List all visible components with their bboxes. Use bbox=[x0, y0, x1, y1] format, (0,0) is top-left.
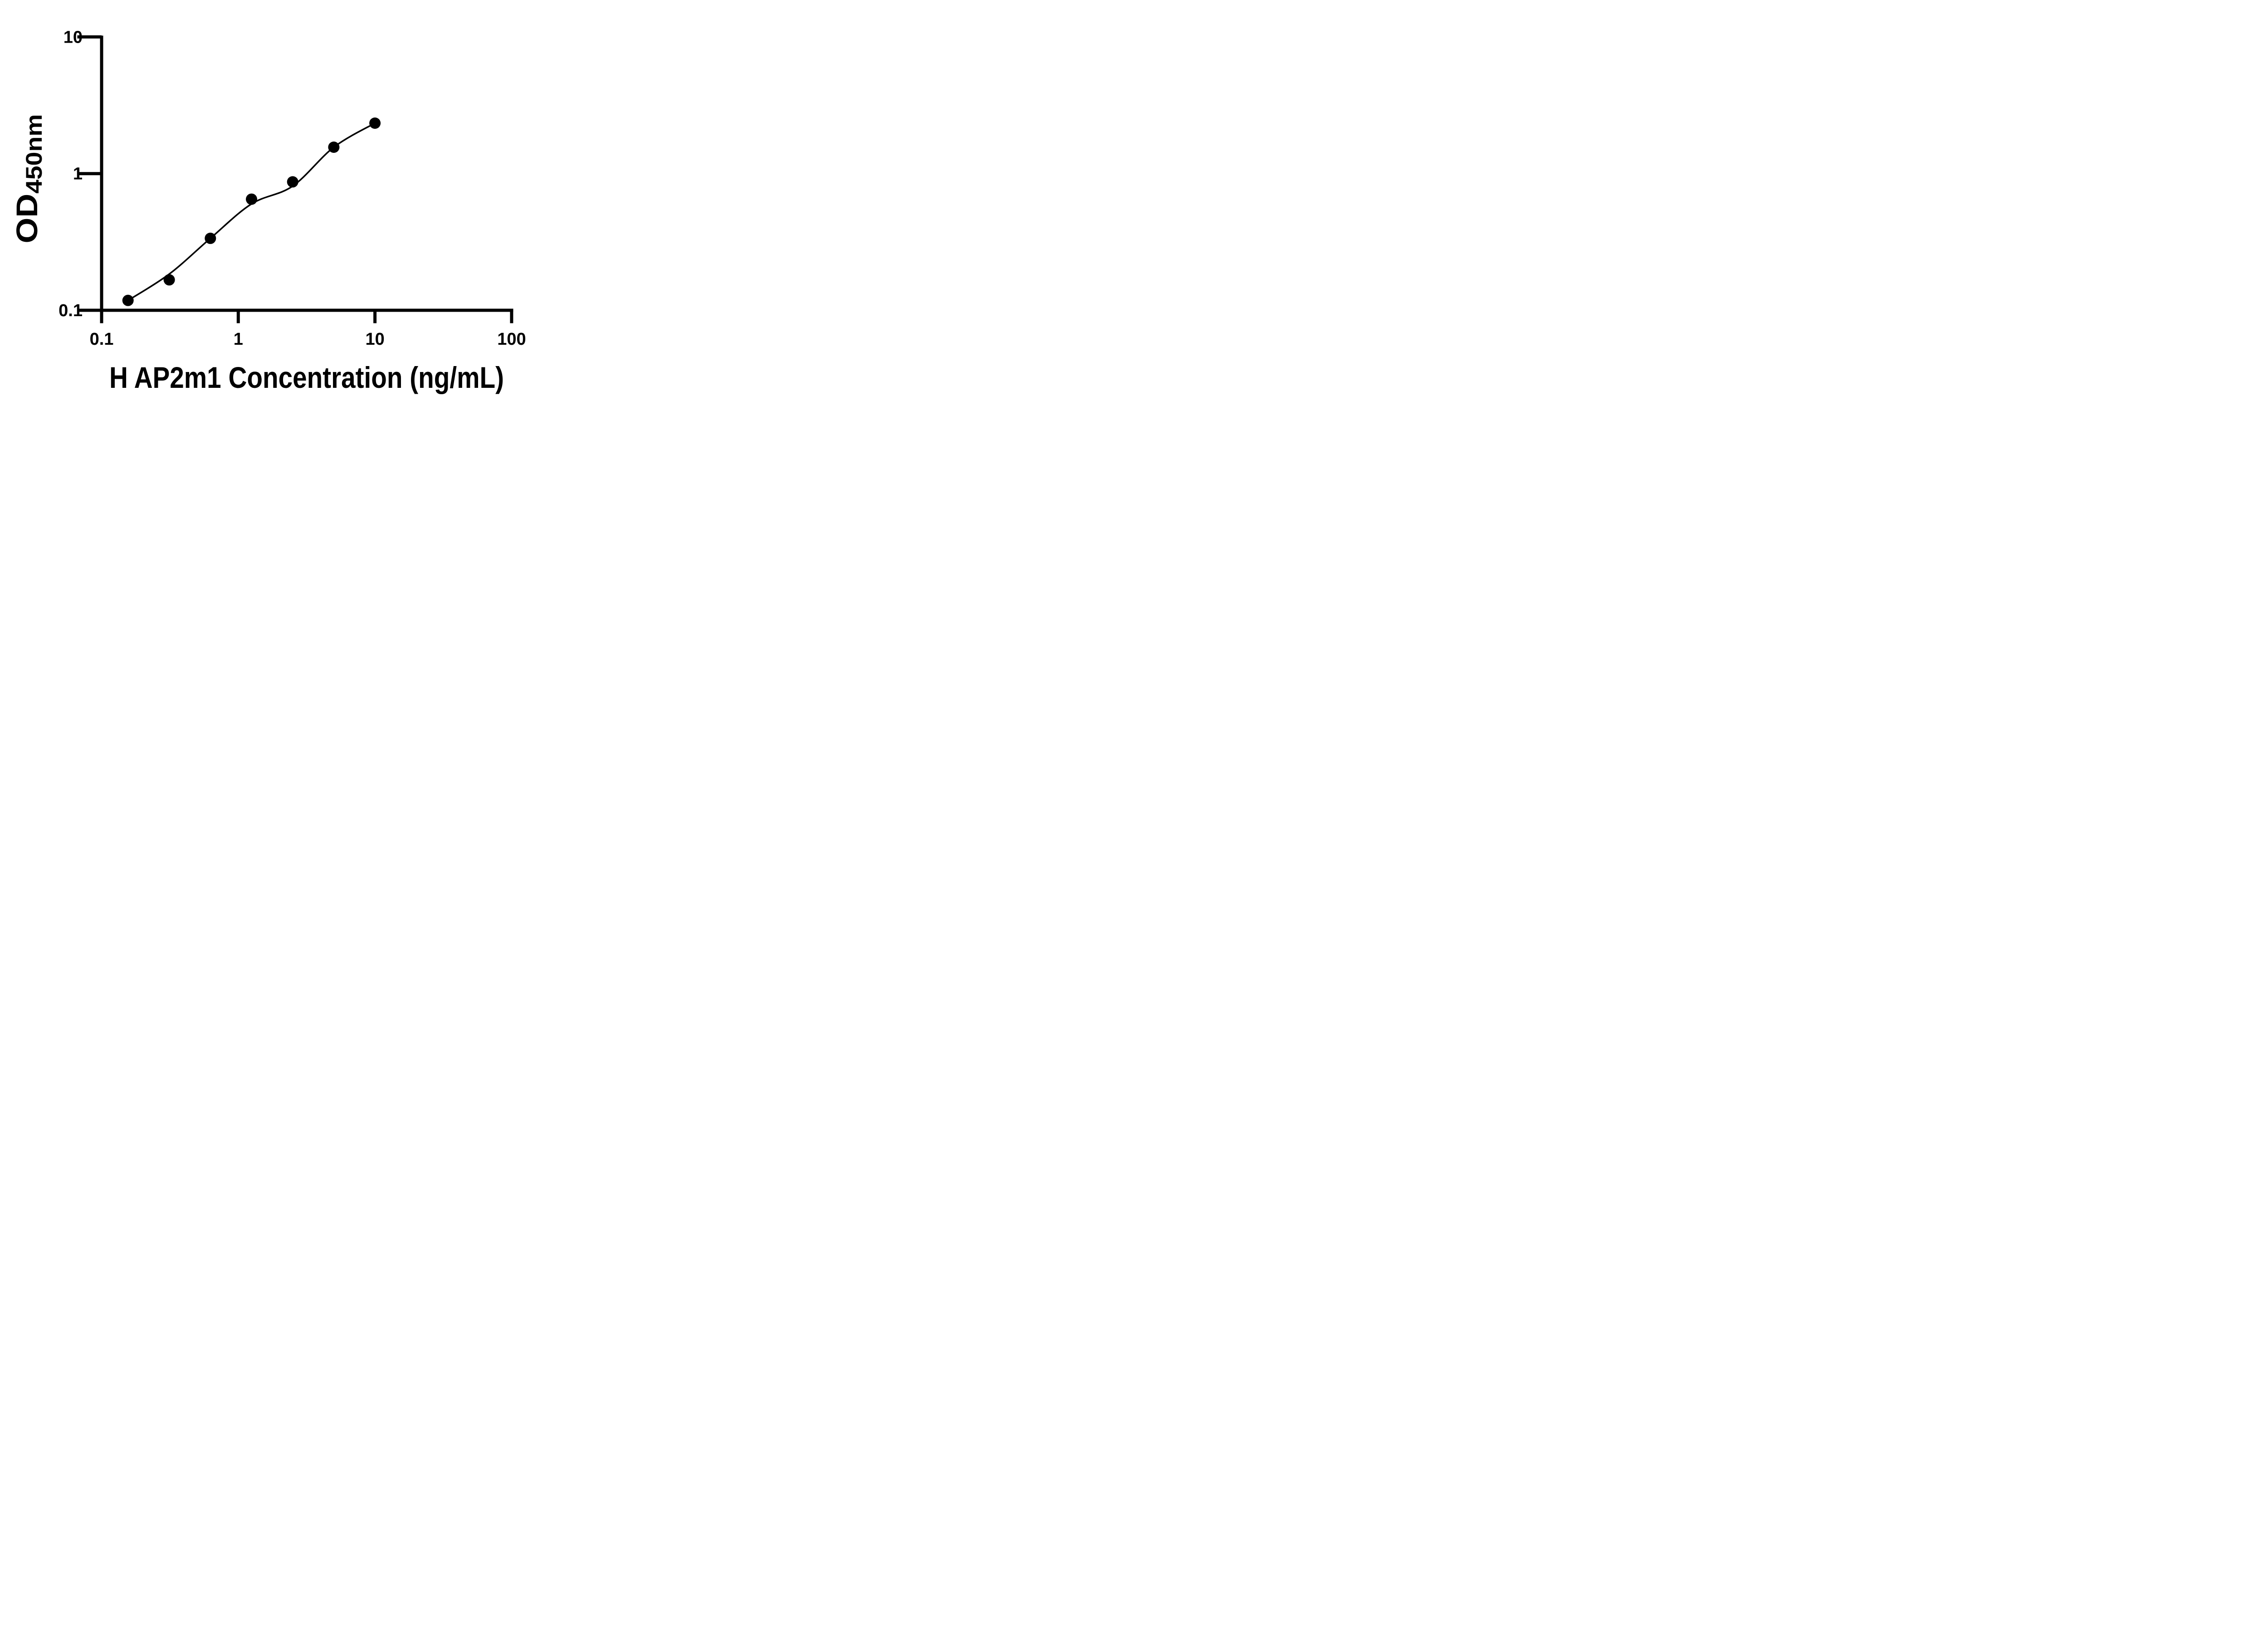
data-point-5 bbox=[287, 176, 298, 188]
plot-layer bbox=[122, 117, 381, 306]
x-tick-label-1: 1 bbox=[234, 330, 243, 349]
tick-layer: 0.1 1 10 0.1 1 10 100 bbox=[59, 28, 526, 349]
data-point-7 bbox=[369, 117, 381, 129]
chart-canvas: 0.1 1 10 0.1 1 10 100 H AP2m1 Concentration (n… bbox=[10, 28, 526, 394]
data-point-1 bbox=[122, 294, 134, 306]
elisa-standard-curve-figure: 0.1 1 10 0.1 1 10 100 H AP2m1 Concentration (n… bbox=[0, 0, 572, 408]
y-axis-title: OD450nm bbox=[10, 114, 47, 244]
data-point-3 bbox=[205, 232, 216, 244]
x-tick-label-10: 10 bbox=[365, 330, 384, 349]
data-point-4 bbox=[246, 193, 257, 205]
data-point-6 bbox=[328, 142, 340, 153]
y-axis-title-subscript: 450nm bbox=[21, 114, 47, 194]
x-axis-title: H AP2m1 Concentration (ng/mL) bbox=[109, 361, 504, 394]
y-tick-label-10: 10 bbox=[64, 28, 83, 47]
x-tick-label-0.1: 0.1 bbox=[90, 330, 114, 349]
y-tick-label-1: 1 bbox=[73, 165, 83, 184]
y-tick-label-0.1: 0.1 bbox=[59, 301, 83, 320]
x-tick-label-100: 100 bbox=[497, 330, 526, 349]
data-point-2 bbox=[163, 274, 175, 286]
y-axis-title-main: OD bbox=[10, 194, 44, 244]
